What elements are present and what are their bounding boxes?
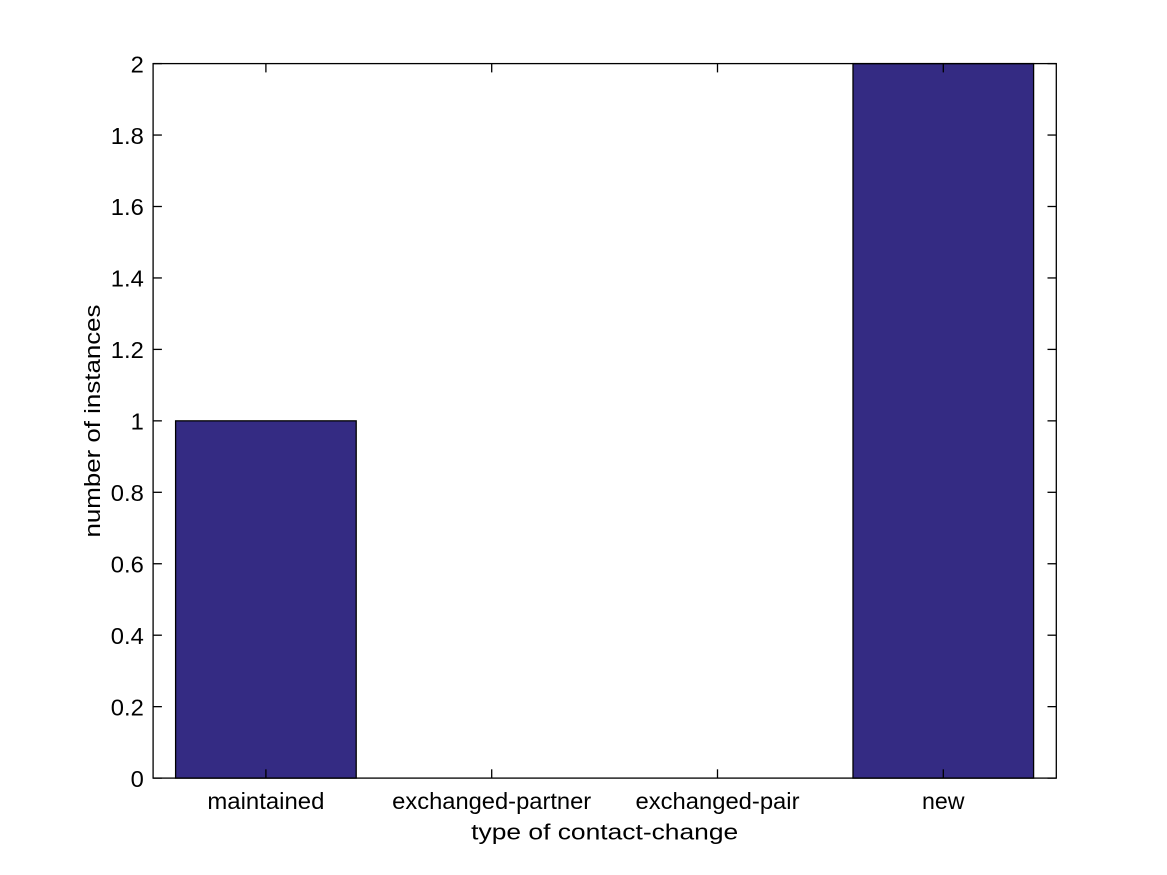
svg-text:0.4: 0.4	[111, 623, 144, 649]
svg-text:exchanged-partner: exchanged-partner	[392, 788, 591, 814]
svg-text:new: new	[922, 788, 965, 814]
svg-text:0.6: 0.6	[111, 551, 144, 577]
svg-text:exchanged-pair: exchanged-pair	[636, 788, 800, 814]
svg-text:1: 1	[131, 409, 144, 435]
svg-text:0.8: 0.8	[111, 480, 144, 506]
svg-text:number of instances: number of instances	[80, 305, 105, 538]
svg-text:2: 2	[131, 51, 144, 77]
svg-text:0.2: 0.2	[111, 694, 144, 720]
svg-text:1.4: 1.4	[111, 266, 144, 292]
svg-text:maintained: maintained	[207, 788, 324, 814]
svg-text:1.6: 1.6	[111, 194, 144, 220]
svg-text:1.2: 1.2	[111, 337, 144, 363]
svg-text:1.8: 1.8	[111, 123, 144, 149]
svg-text:type of contact-change: type of contact-change	[471, 820, 738, 845]
svg-text:0: 0	[131, 766, 144, 792]
